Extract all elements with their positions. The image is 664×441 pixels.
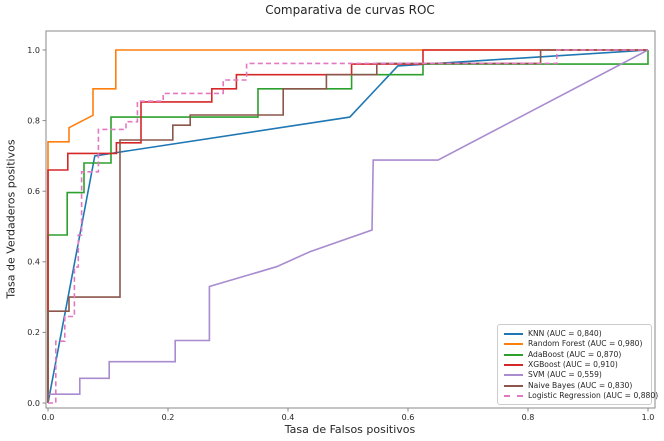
legend-label: AdaBoost (AUC = 0,870) bbox=[528, 349, 622, 359]
x-tick-label: 0.0 bbox=[42, 413, 55, 422]
series-line-adaboost bbox=[47, 50, 649, 403]
x-tick-label: 0.2 bbox=[162, 413, 175, 422]
legend-box: KNN (AUC = 0,840) Random Forest (AUC = 0,… bbox=[497, 324, 658, 405]
x-axis-label: Tasa de Falsos positivos bbox=[284, 423, 416, 436]
series-line-knn bbox=[47, 49, 649, 404]
legend-line-swatch bbox=[504, 394, 523, 397]
legend-label: SVM (AUC = 0,559) bbox=[528, 370, 602, 380]
y-tick-label: 0.6 bbox=[27, 187, 40, 196]
legend-item-logistic-regression: Logistic Regression (AUC = 0,880) bbox=[504, 391, 658, 401]
y-tick-label: 1.0 bbox=[27, 46, 40, 55]
chart-title: Comparativa de curvas ROC bbox=[265, 3, 435, 17]
legend-item-svm: SVM (AUC = 0,559) bbox=[504, 370, 645, 380]
series-line-random-forest bbox=[47, 49, 648, 403]
legend-line-swatch bbox=[504, 343, 523, 346]
legend-line-swatch bbox=[504, 374, 523, 377]
series-line-logistic-regression bbox=[48, 49, 648, 404]
legend-line-swatch bbox=[504, 364, 523, 367]
x-tick-label: 0.4 bbox=[282, 413, 295, 422]
legend-line-swatch bbox=[504, 384, 523, 387]
legend-item-adaboost: AdaBoost (AUC = 0,870) bbox=[504, 350, 645, 360]
x-tick-label: 1.0 bbox=[642, 413, 655, 422]
legend-label: Logistic Regression (AUC = 0,880) bbox=[528, 390, 659, 400]
legend-item-xgboost: XGBoost (AUC = 0,910) bbox=[504, 360, 645, 370]
y-axis-label: Tasa de Verdaderos positivos bbox=[4, 139, 18, 299]
legend-item-naive-bayes: Naive Bayes (AUC = 0,830) bbox=[504, 380, 645, 390]
legend-label: Random Forest (AUC = 0,980) bbox=[528, 339, 643, 349]
y-tick-label: 0.2 bbox=[27, 328, 40, 337]
legend-item-random-forest: Random Forest (AUC = 0,980) bbox=[504, 339, 645, 349]
series-line-svm bbox=[47, 49, 649, 403]
y-tick-label: 0.8 bbox=[27, 116, 40, 125]
legend-label: XGBoost (AUC = 0,910) bbox=[528, 360, 618, 370]
y-tick-label: 0.4 bbox=[27, 258, 40, 267]
legend-item-knn: KNN (AUC = 0,840) bbox=[504, 329, 645, 339]
x-tick-label: 0.6 bbox=[402, 413, 415, 422]
x-tick-label: 0.8 bbox=[522, 413, 535, 422]
legend-label: KNN (AUC = 0,840) bbox=[528, 329, 602, 339]
legend-line-swatch bbox=[504, 353, 523, 356]
plot-spines bbox=[45, 30, 656, 409]
y-tick-label: 0.0 bbox=[27, 399, 40, 408]
legend-line-swatch bbox=[504, 333, 523, 336]
legend-label: Naive Bayes (AUC = 0,830) bbox=[528, 380, 633, 390]
